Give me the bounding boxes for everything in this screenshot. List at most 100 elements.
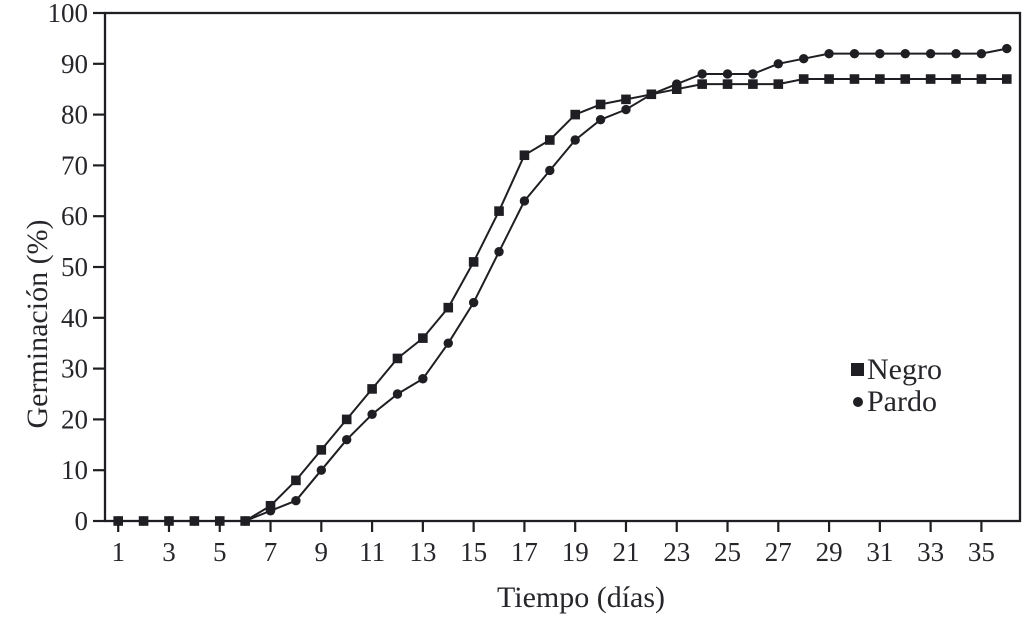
data-point-pardo <box>646 89 657 99</box>
data-point-pardo <box>468 297 479 308</box>
data-point-negro <box>849 74 860 84</box>
x-tick-label: 23 <box>663 537 690 567</box>
data-point-negro <box>392 353 403 364</box>
data-point-pardo <box>925 48 936 59</box>
x-tick-label: 7 <box>264 537 278 567</box>
square-marker-icon <box>851 363 864 376</box>
x-tick-label: 9 <box>315 537 329 567</box>
x-axis-title: Tiempo (días) <box>496 581 666 614</box>
legend-item-negro: Negro <box>851 354 942 385</box>
legend-label-pardo: Pardo <box>867 385 937 418</box>
data-point-pardo <box>570 135 580 145</box>
data-point-pardo <box>494 247 504 257</box>
y-tick-label: 50 <box>61 252 88 282</box>
data-point-pardo <box>164 516 174 526</box>
data-point-pardo <box>392 389 403 399</box>
data-point-negro <box>545 135 555 145</box>
data-point-pardo <box>265 506 276 516</box>
y-tick-label: 70 <box>61 150 88 180</box>
data-point-negro <box>671 84 682 94</box>
data-point-negro <box>468 257 479 267</box>
y-tick-label: 100 <box>48 0 89 28</box>
x-tick-label: 11 <box>359 537 385 567</box>
y-tick-label: 10 <box>61 455 88 485</box>
legend-label-negro: Negro <box>867 353 942 386</box>
x-tick-label: 15 <box>460 537 487 567</box>
data-point-pardo <box>443 338 453 348</box>
data-point-negro <box>316 445 327 455</box>
data-point-pardo <box>418 374 428 384</box>
data-point-pardo <box>621 104 631 115</box>
data-point-pardo <box>849 48 860 59</box>
data-point-pardo <box>824 48 834 59</box>
y-tick-label: 20 <box>61 404 88 434</box>
data-point-pardo <box>215 516 225 526</box>
legend: Negro Pardo <box>851 354 942 417</box>
x-tick-label: 21 <box>612 537 639 567</box>
y-tick-label: 40 <box>61 303 88 333</box>
x-tick-label: 33 <box>917 537 944 567</box>
plot-frame <box>103 11 1022 523</box>
data-point-negro <box>595 99 606 110</box>
x-tick-label: 35 <box>968 537 995 567</box>
data-point-pardo <box>1002 43 1012 54</box>
x-tick-label: 29 <box>816 537 843 567</box>
circle-marker-icon <box>853 396 863 407</box>
data-point-pardo <box>798 54 809 64</box>
data-point-pardo <box>595 114 606 125</box>
data-point-pardo <box>291 495 301 506</box>
x-tick-label: 19 <box>562 537 589 567</box>
data-point-negro <box>367 384 377 394</box>
data-point-negro <box>1002 74 1012 84</box>
data-point-pardo <box>519 196 530 206</box>
data-point-pardo <box>341 435 352 445</box>
data-point-negro <box>341 414 352 425</box>
data-point-negro <box>875 74 885 84</box>
data-point-negro <box>494 206 504 216</box>
data-point-negro <box>443 302 454 313</box>
data-point-pardo <box>951 48 961 59</box>
data-point-pardo <box>113 516 123 526</box>
data-point-pardo <box>900 48 910 59</box>
data-point-pardo <box>138 516 149 526</box>
data-point-pardo <box>697 69 707 79</box>
series-line-negro <box>118 78 1007 522</box>
data-point-negro <box>773 79 784 89</box>
data-point-negro <box>722 79 733 89</box>
x-tick-label: 13 <box>409 537 436 567</box>
data-point-pardo <box>545 165 555 176</box>
data-point-negro <box>925 74 936 84</box>
data-point-negro <box>748 79 758 89</box>
data-point-negro <box>798 74 809 84</box>
y-tick-label: 90 <box>61 49 88 79</box>
data-point-negro <box>621 94 631 105</box>
x-tick-label: 1 <box>111 537 125 567</box>
data-point-negro <box>418 333 428 343</box>
y-tick-label: 80 <box>61 100 88 130</box>
x-tick-label: 17 <box>511 537 538 567</box>
x-tick-label: 3 <box>162 537 176 567</box>
data-point-pardo <box>672 79 682 89</box>
x-tick-label: 5 <box>213 537 227 567</box>
data-point-pardo <box>875 48 885 59</box>
data-point-negro <box>519 150 530 161</box>
data-point-pardo <box>367 409 377 420</box>
series-line-pardo <box>118 47 1007 522</box>
data-point-negro <box>824 74 834 84</box>
data-point-pardo <box>240 516 250 526</box>
data-point-negro <box>976 74 987 84</box>
data-point-pardo <box>722 69 733 79</box>
x-tick-label: 31 <box>866 537 893 567</box>
data-point-pardo <box>189 516 200 526</box>
y-axis-title: Germinación (%) <box>21 219 54 429</box>
x-tick-label: 25 <box>714 537 741 567</box>
data-point-negro <box>291 475 301 486</box>
y-tick-label: 30 <box>61 354 88 384</box>
legend-item-pardo: Pardo <box>851 386 942 417</box>
data-point-pardo <box>773 59 784 69</box>
data-point-negro <box>570 109 580 120</box>
data-point-negro <box>697 79 707 89</box>
data-point-pardo <box>976 48 987 59</box>
